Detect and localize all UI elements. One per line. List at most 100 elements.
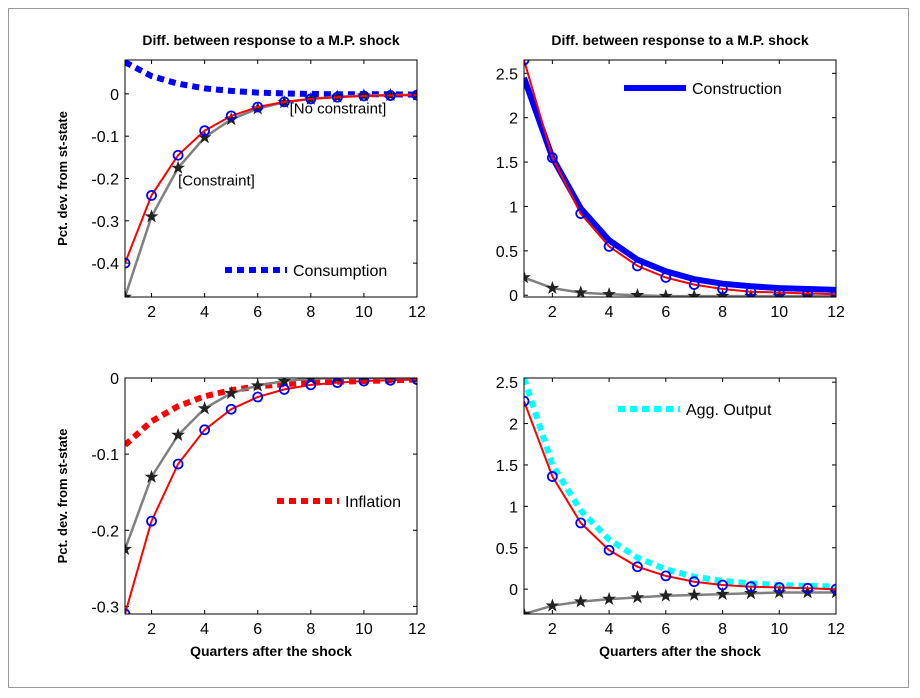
x-tick-label: 2	[147, 621, 156, 638]
x-tick-label: 8	[306, 621, 315, 638]
figure-frame	[8, 8, 909, 688]
series-marker-star	[687, 288, 702, 297]
y-tick-label: -0.4	[91, 256, 119, 273]
series-marker-circle	[632, 561, 643, 573]
series-group	[125, 378, 417, 614]
legend-label: Inflation	[345, 494, 401, 511]
y-tick-label: 0.5	[496, 541, 518, 558]
x-tick-label: 6	[253, 621, 262, 638]
series-marker-circle	[278, 384, 290, 395]
x-tick-label: 12	[827, 304, 845, 321]
series-marker-star	[602, 591, 616, 605]
series-line-legend	[524, 76, 836, 293]
x-tick-label: 4	[200, 304, 209, 321]
series-marker-star	[573, 285, 588, 297]
series-marker-star	[715, 586, 730, 601]
series-marker-circle	[524, 395, 530, 407]
series-marker-circle	[385, 378, 396, 386]
series-marker-circle	[802, 288, 814, 297]
y-tick-label: 1	[509, 199, 518, 216]
series-marker-star	[658, 288, 673, 297]
series-marker-star	[250, 378, 265, 392]
axes-box	[523, 377, 837, 615]
series-marker-circle	[411, 89, 417, 101]
y-tick-label: -0.2	[91, 523, 119, 540]
series-marker-circle	[688, 576, 700, 588]
legend: Agg. Output	[618, 402, 772, 419]
series-marker-circle	[252, 101, 264, 113]
x-tick-label: 2	[147, 304, 156, 321]
series-marker-circle	[745, 286, 757, 297]
series-marker-star	[125, 289, 132, 297]
series-marker-circle	[546, 152, 558, 164]
y-tick-label: 0.5	[496, 244, 518, 261]
x-tick-label: 12	[827, 621, 845, 638]
x-tick-label: 8	[718, 304, 727, 321]
series-marker-star	[125, 542, 132, 556]
series-marker-circle	[575, 517, 587, 529]
legend: Inflation	[277, 494, 401, 511]
series-marker-circle	[575, 208, 587, 219]
series-group	[125, 60, 417, 297]
y-axis-label: Pct. dev. from st-state	[55, 429, 70, 564]
series-marker-circle	[632, 260, 643, 272]
series-marker-circle	[603, 241, 615, 252]
series-marker-star	[630, 288, 645, 297]
series-line-legend	[524, 378, 836, 590]
series-marker-star	[224, 385, 239, 400]
series-group	[524, 378, 836, 614]
series-marker-star	[144, 469, 159, 483]
series-marker-circle	[358, 378, 370, 387]
series-marker-star	[524, 270, 531, 284]
annotation-label: [Constraint]	[178, 173, 255, 190]
series-marker-star	[171, 427, 185, 441]
series-marker-circle	[278, 96, 290, 108]
series-marker-star	[524, 606, 531, 614]
y-tick-label: -0.3	[91, 599, 119, 616]
y-tick-label: -0.3	[91, 214, 119, 231]
series-marker-circle	[252, 391, 264, 403]
x-tick-label: 10	[770, 621, 788, 638]
chart-panel-bottom-left: 2 4 6 8 10 12 -0.3 -0.2 -0.1 0 Inflation Pct. dev. …	[55, 371, 426, 659]
legend: Construction	[624, 81, 782, 98]
chart-title: Diff. between response to a M.P. shock	[142, 32, 399, 48]
x-tick-label: 10	[355, 621, 373, 638]
series-marker-circle	[745, 581, 757, 593]
y-tick-label: 2	[509, 417, 518, 434]
series-marker-circle	[660, 570, 672, 582]
series-marker-star	[602, 287, 616, 297]
y-tick-label: 0	[509, 288, 518, 305]
series-line-legend	[125, 378, 417, 448]
series-marker-circle	[199, 424, 211, 436]
series-line-constraint	[125, 94, 417, 264]
y-tick-label: -0.1	[91, 129, 119, 146]
x-axis-label: Quarters after the shock	[599, 643, 761, 659]
x-tick-label: 8	[306, 304, 315, 321]
x-tick-label: 12	[408, 621, 426, 638]
x-tick-label: 6	[253, 304, 262, 321]
x-tick-label: 10	[770, 304, 788, 321]
series-marker-star	[197, 401, 212, 415]
series-marker-circle	[830, 288, 836, 297]
axes-box	[124, 377, 418, 615]
series-marker-circle	[688, 279, 700, 290]
series-marker-circle	[225, 403, 237, 415]
series-marker-circle	[603, 544, 615, 556]
series-marker-star	[545, 598, 560, 612]
y-tick-label: 2.5	[496, 375, 518, 392]
x-tick-label: 12	[408, 304, 426, 321]
series-marker-star	[744, 586, 758, 600]
series-line-constraint	[524, 60, 836, 296]
series-marker-circle	[225, 110, 237, 122]
y-tick-label: 0	[509, 582, 518, 599]
axes-box	[523, 59, 837, 298]
series-marker-star	[144, 209, 159, 223]
y-tick-label: 1	[509, 499, 518, 516]
y-tick-label: 2.5	[496, 66, 518, 83]
series-marker-circle	[125, 257, 131, 269]
series-marker-circle	[411, 378, 417, 385]
x-tick-label: 2	[548, 621, 557, 638]
series-marker-circle	[802, 582, 814, 594]
